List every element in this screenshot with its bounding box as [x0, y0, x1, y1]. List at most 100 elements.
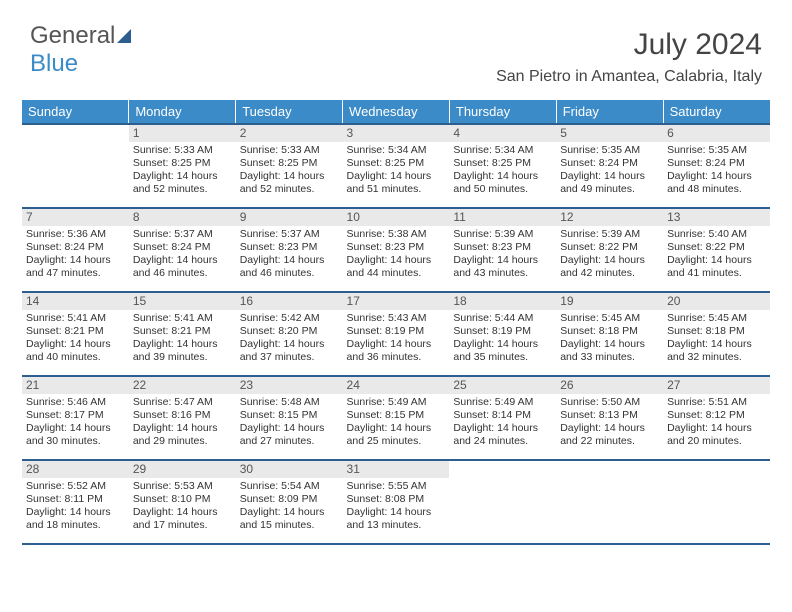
- day-details: Sunrise: 5:37 AMSunset: 8:23 PMDaylight:…: [240, 228, 339, 281]
- day-number: 17: [343, 293, 450, 310]
- day-number: 22: [129, 377, 236, 394]
- day-details: Sunrise: 5:44 AMSunset: 8:19 PMDaylight:…: [453, 312, 552, 365]
- day-number: 15: [129, 293, 236, 310]
- logo-text-1: General: [30, 22, 115, 49]
- page-subtitle: San Pietro in Amantea, Calabria, Italy: [496, 68, 762, 86]
- day-number: 8: [129, 209, 236, 226]
- day-cell-23: 23 Sunrise: 5:48 AMSunset: 8:15 PMDayligh…: [236, 376, 343, 460]
- day-details: Sunrise: 5:41 AMSunset: 8:21 PMDaylight:…: [26, 312, 125, 365]
- day-cell-31: 31Sunrise: 5:55 AMSunset: 8:08 PMDayligh…: [343, 460, 450, 544]
- day-cell-18: 18Sunrise: 5:44 AMSunset: 8:19 PMDayligh…: [449, 292, 556, 376]
- day-number: 7: [22, 209, 129, 226]
- day-number: 19: [556, 293, 663, 310]
- day-details: Sunrise: 5:39 AMSunset: 8:22 PMDaylight:…: [560, 228, 659, 281]
- day-details: Sunrise: 5:48 AMSunset: 8:15 PMDaylight:…: [240, 396, 339, 449]
- day-cell-13: 13 Sunrise: 5:40 AMSunset: 8:22 PMDayligh…: [663, 208, 770, 292]
- calendar-row: 14Sunrise: 5:41 AMSunset: 8:21 PMDayligh…: [22, 292, 770, 376]
- day-cell-14: 14 Sunrise: 5:41 AMSunset: 8:21 PMDayligh…: [22, 292, 129, 376]
- day-cell-9: 9 Sunrise: 5:37 AMSunset: 8:23 PMDaylight…: [236, 208, 343, 292]
- day-header-friday: Friday: [556, 100, 663, 124]
- day-header-wednesday: Wednesday: [343, 100, 450, 124]
- day-number: 20: [663, 293, 770, 310]
- day-number: 16: [236, 293, 343, 310]
- day-number: 29: [129, 461, 236, 478]
- day-header-tuesday: Tuesday: [236, 100, 343, 124]
- day-cell-21: 21 Sunrise: 5:46 AMSunset: 8:17 PMDayligh…: [22, 376, 129, 460]
- day-number: 21: [22, 377, 129, 394]
- day-cell-1: 1 Sunrise: 5:33 AMSunset: 8:25 PMDaylight…: [129, 124, 236, 208]
- day-details: Sunrise: 5:34 AMSunset: 8:25 PMDaylight:…: [347, 144, 446, 197]
- day-number: 25: [449, 377, 556, 394]
- day-cell-20: 20 Sunrise: 5:45 AMSunset: 8:18 PMDayligh…: [663, 292, 770, 376]
- day-cell-25: 25 Sunrise: 5:49 AMSunset: 8:14 PMDayligh…: [449, 376, 556, 460]
- day-details: Sunrise: 5:34 AMSunset: 8:25 PMDaylight:…: [453, 144, 552, 197]
- day-details: Sunrise: 5:39 AMSunset: 8:23 PMDaylight:…: [453, 228, 552, 281]
- day-details: Sunrise: 5:51 AMSunset: 8:12 PMDaylight:…: [667, 396, 766, 449]
- day-cell-27: 27 Sunrise: 5:51 AMSunset: 8:12 PMDayligh…: [663, 376, 770, 460]
- day-cell-22: 22 Sunrise: 5:47 AMSunset: 8:16 PMDayligh…: [129, 376, 236, 460]
- calendar-row: .1Sunrise: 5:33 AMSunset: 8:25 PMDayligh…: [22, 124, 770, 208]
- day-cell-17: 17Sunrise: 5:43 AMSunset: 8:19 PMDayligh…: [343, 292, 450, 376]
- day-details: Sunrise: 5:35 AMSunset: 8:24 PMDaylight:…: [667, 144, 766, 197]
- logo-text-2: Blue: [30, 50, 78, 77]
- day-details: Sunrise: 5:42 AMSunset: 8:20 PMDaylight:…: [240, 312, 339, 365]
- day-cell-29: 29 Sunrise: 5:53 AMSunset: 8:10 PMDayligh…: [129, 460, 236, 544]
- day-details: Sunrise: 5:53 AMSunset: 8:10 PMDaylight:…: [133, 480, 232, 533]
- day-details: Sunrise: 5:36 AMSunset: 8:24 PMDaylight:…: [26, 228, 125, 281]
- day-cell-30: 30Sunrise: 5:54 AMSunset: 8:09 PMDayligh…: [236, 460, 343, 544]
- calendar-row: 28 Sunrise: 5:52 AMSunset: 8:11 PMDayligh…: [22, 460, 770, 544]
- calendar-table: SundayMondayTuesdayWednesdayThursdayFrid…: [22, 100, 770, 545]
- day-number: 14: [22, 293, 129, 310]
- day-header-row: SundayMondayTuesdayWednesdayThursdayFrid…: [22, 100, 770, 124]
- day-details: Sunrise: 5:45 AMSunset: 8:18 PMDaylight:…: [667, 312, 766, 365]
- day-cell-empty: .: [556, 460, 663, 544]
- day-cell-empty: .: [449, 460, 556, 544]
- day-details: Sunrise: 5:45 AMSunset: 8:18 PMDaylight:…: [560, 312, 659, 365]
- day-header-sunday: Sunday: [22, 100, 129, 124]
- day-number: 13: [663, 209, 770, 226]
- day-cell-empty: .: [22, 124, 129, 208]
- day-cell-10: 10 Sunrise: 5:38 AMSunset: 8:23 PMDayligh…: [343, 208, 450, 292]
- day-details: Sunrise: 5:40 AMSunset: 8:22 PMDaylight:…: [667, 228, 766, 281]
- day-details: Sunrise: 5:33 AMSunset: 8:25 PMDaylight:…: [240, 144, 339, 197]
- day-number: 9: [236, 209, 343, 226]
- day-number: 5: [556, 125, 663, 142]
- day-details: Sunrise: 5:46 AMSunset: 8:17 PMDaylight:…: [26, 396, 125, 449]
- day-details: Sunrise: 5:33 AMSunset: 8:25 PMDaylight:…: [133, 144, 232, 197]
- day-details: Sunrise: 5:55 AMSunset: 8:08 PMDaylight:…: [347, 480, 446, 533]
- day-cell-5: 5 Sunrise: 5:35 AMSunset: 8:24 PMDaylight…: [556, 124, 663, 208]
- calendar-row: 21 Sunrise: 5:46 AMSunset: 8:17 PMDayligh…: [22, 376, 770, 460]
- day-cell-16: 16 Sunrise: 5:42 AMSunset: 8:20 PMDayligh…: [236, 292, 343, 376]
- page-title: July 2024: [634, 28, 762, 62]
- day-number: 1: [129, 125, 236, 142]
- logo: General Blue: [30, 22, 131, 78]
- day-details: Sunrise: 5:47 AMSunset: 8:16 PMDaylight:…: [133, 396, 232, 449]
- day-number: 11: [449, 209, 556, 226]
- day-header-saturday: Saturday: [663, 100, 770, 124]
- calendar-row: 7 Sunrise: 5:36 AMSunset: 8:24 PMDaylight…: [22, 208, 770, 292]
- day-cell-7: 7 Sunrise: 5:36 AMSunset: 8:24 PMDaylight…: [22, 208, 129, 292]
- day-cell-4: 4Sunrise: 5:34 AMSunset: 8:25 PMDaylight…: [449, 124, 556, 208]
- day-details: Sunrise: 5:50 AMSunset: 8:13 PMDaylight:…: [560, 396, 659, 449]
- day-number: 30: [236, 461, 343, 478]
- logo-triangle-icon: [117, 29, 131, 43]
- day-number: 27: [663, 377, 770, 394]
- day-details: Sunrise: 5:49 AMSunset: 8:14 PMDaylight:…: [453, 396, 552, 449]
- day-cell-28: 28 Sunrise: 5:52 AMSunset: 8:11 PMDayligh…: [22, 460, 129, 544]
- day-cell-2: 2 Sunrise: 5:33 AMSunset: 8:25 PMDaylight…: [236, 124, 343, 208]
- day-number: 24: [343, 377, 450, 394]
- day-number: 10: [343, 209, 450, 226]
- day-number: 2: [236, 125, 343, 142]
- day-details: Sunrise: 5:38 AMSunset: 8:23 PMDaylight:…: [347, 228, 446, 281]
- day-number: 23: [236, 377, 343, 394]
- day-details: Sunrise: 5:52 AMSunset: 8:11 PMDaylight:…: [26, 480, 125, 533]
- day-number: 12: [556, 209, 663, 226]
- day-header-thursday: Thursday: [449, 100, 556, 124]
- day-details: Sunrise: 5:41 AMSunset: 8:21 PMDaylight:…: [133, 312, 232, 365]
- day-details: Sunrise: 5:37 AMSunset: 8:24 PMDaylight:…: [133, 228, 232, 281]
- day-number: 26: [556, 377, 663, 394]
- day-cell-26: 26 Sunrise: 5:50 AMSunset: 8:13 PMDayligh…: [556, 376, 663, 460]
- day-number: 28: [22, 461, 129, 478]
- day-cell-12: 12 Sunrise: 5:39 AMSunset: 8:22 PMDayligh…: [556, 208, 663, 292]
- day-details: Sunrise: 5:35 AMSunset: 8:24 PMDaylight:…: [560, 144, 659, 197]
